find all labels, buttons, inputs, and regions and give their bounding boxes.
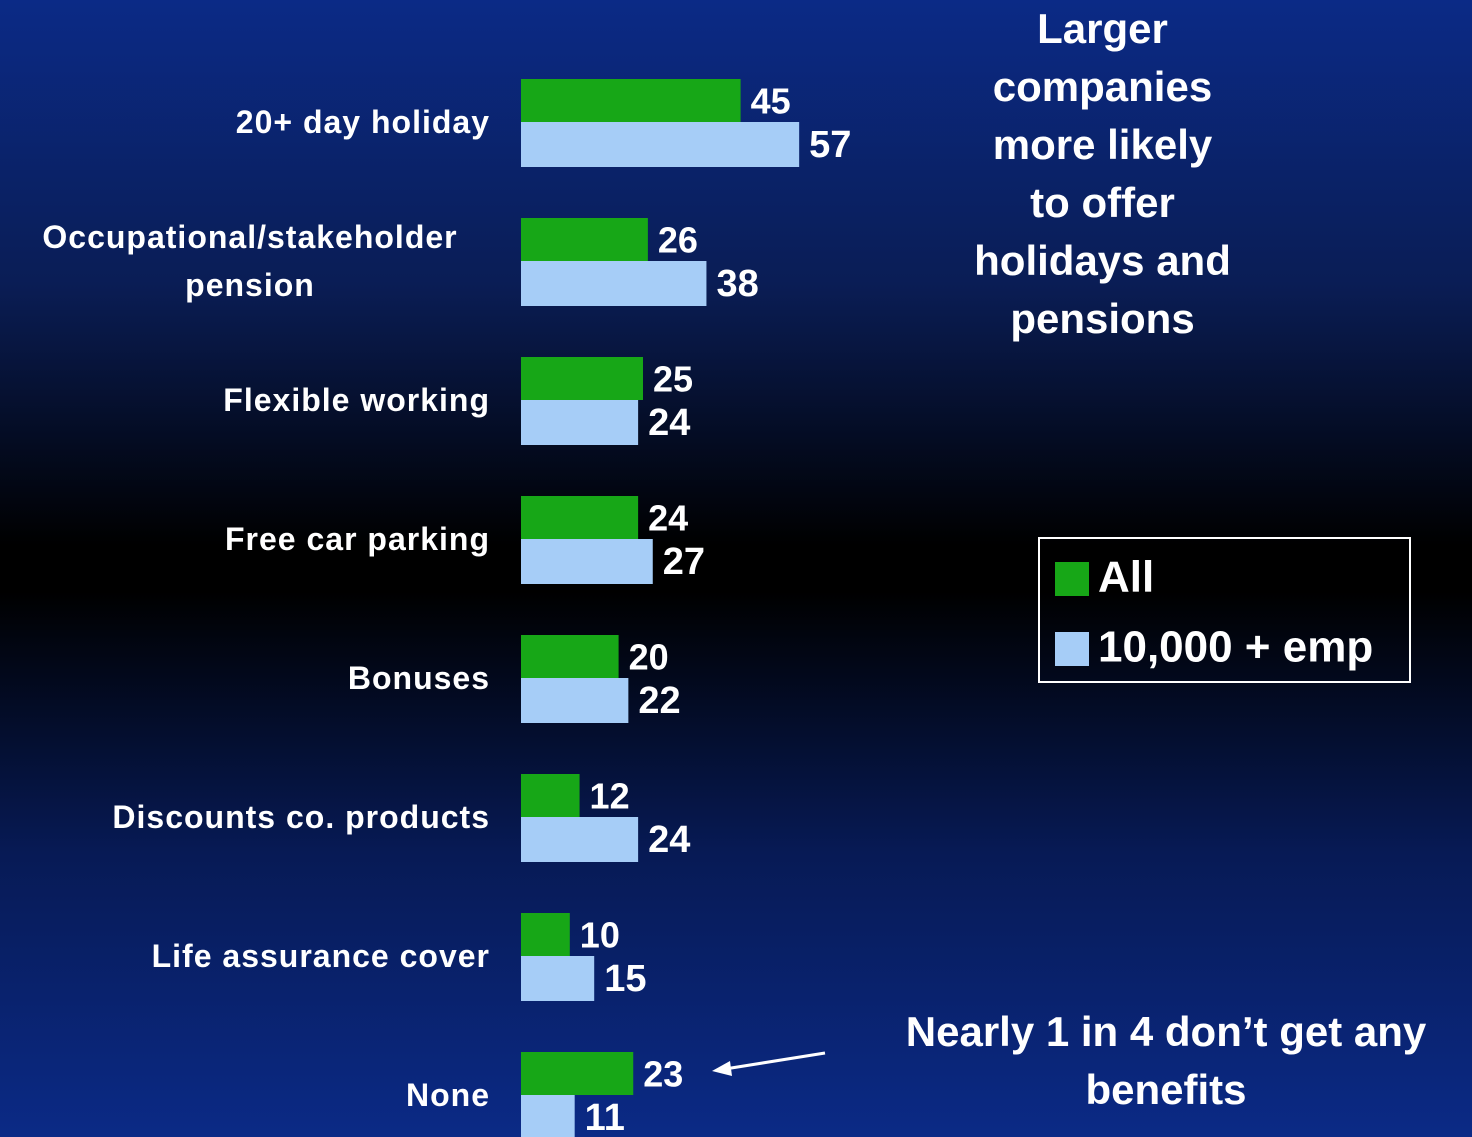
legend-swatch (1055, 632, 1089, 666)
bar (521, 539, 653, 584)
legend-label: All (1098, 553, 1154, 602)
bar (521, 496, 639, 539)
category-label: Flexible working (223, 382, 490, 418)
value-label: 20 (629, 637, 669, 678)
legend-swatch (1055, 562, 1089, 596)
category-label: None (406, 1077, 490, 1113)
value-label: 24 (648, 402, 690, 444)
bar (521, 1095, 575, 1137)
bar (521, 774, 580, 817)
category-label: 20+ day holiday (235, 104, 490, 140)
category-label: Discounts co. products (112, 799, 490, 835)
value-label: 15 (604, 958, 646, 1000)
bar (521, 817, 639, 862)
category-label: Free car parking (225, 521, 490, 557)
value-label: 24 (648, 498, 688, 539)
arrow-line (724, 1051, 826, 1071)
value-label: 24 (648, 819, 690, 861)
annotation: Larger companies more likely to offer ho… (974, 5, 1231, 342)
legend-box (1038, 537, 1411, 683)
value-label: 23 (643, 1054, 683, 1095)
bar (521, 1052, 634, 1095)
bar (521, 122, 800, 167)
bar (521, 956, 595, 1001)
category-label: Occupational/stakeholder pension (42, 219, 458, 303)
bar (521, 635, 619, 678)
category-label: Bonuses (347, 660, 490, 696)
value-label: 22 (638, 680, 680, 722)
value-label: 57 (809, 124, 851, 166)
value-label: 11 (585, 1097, 625, 1137)
value-label: 26 (658, 220, 698, 261)
value-label: 38 (716, 263, 758, 305)
bar (521, 357, 643, 400)
value-label: 12 (590, 776, 630, 817)
value-label: 25 (653, 359, 693, 400)
arrow-head (712, 1061, 732, 1076)
legend-label: 10,000 + emp (1098, 623, 1373, 672)
value-label: 45 (751, 81, 791, 122)
bar (521, 79, 741, 122)
annotation: Nearly 1 in 4 don’t get any benefits (905, 1008, 1427, 1113)
bar (521, 218, 648, 261)
bar (521, 400, 639, 445)
bar (521, 913, 570, 956)
bar (521, 678, 629, 723)
bar (521, 261, 707, 306)
value-label: 27 (663, 541, 705, 583)
category-label: Life assurance cover (151, 938, 490, 974)
value-label: 10 (580, 915, 620, 956)
